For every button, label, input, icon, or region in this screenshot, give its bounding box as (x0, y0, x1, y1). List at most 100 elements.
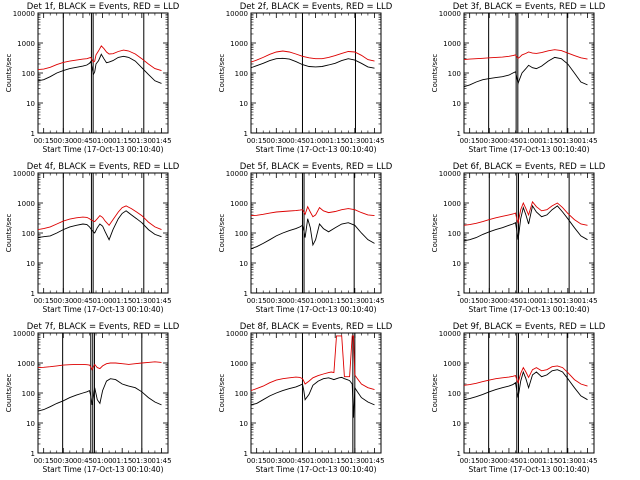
series-line-lld (464, 200, 588, 226)
chart-panel: Det 4f, BLACK = Events, RED = LLD 1 10 100 1… (5, 162, 180, 314)
x-tick-label: 01:00 (305, 137, 325, 145)
y-tick-label: 100 (22, 230, 35, 238)
x-tick-label: 01:45 (364, 457, 384, 465)
x-tick-label: 01:15 (112, 137, 132, 145)
series-line-lld (38, 205, 162, 231)
series-line-events (38, 210, 162, 241)
x-tick-label: 01:45 (577, 137, 597, 145)
x-tick-label: 00:45 (73, 297, 93, 305)
x-axis-label: Start Time (17-Oct-13 00:10:40) (42, 145, 163, 154)
y-tick-label: 10 (239, 100, 248, 108)
x-tick-label: 01:45 (151, 137, 171, 145)
series-line-lld (251, 50, 375, 63)
y-axis-label: Counts/sec (5, 374, 13, 413)
y-tick-label: 100 (22, 70, 35, 78)
x-tick-label: 01:00 (92, 137, 112, 145)
chart-panel: Det 7f, BLACK = Events, RED = LLD 1 10 100 1… (5, 322, 180, 474)
x-tick-label: 01:15 (325, 137, 345, 145)
y-tick-label: 10 (452, 420, 461, 428)
series-line-lld (251, 205, 375, 218)
y-tick-label: 10 (452, 100, 461, 108)
chart-panel: Det 9f, BLACK = Events, RED = LLD 1 10 100 1… (431, 322, 606, 474)
x-tick-label: 01:45 (577, 457, 597, 465)
series-line-events (251, 376, 375, 418)
chart-title: Det 2f, BLACK = Events, RED = LLD (240, 2, 393, 12)
x-tick-label: 00:45 (286, 297, 306, 305)
plot-frame (37, 332, 169, 454)
x-tick-label: 00:15 (460, 297, 480, 305)
x-tick-label: 01:00 (92, 297, 112, 305)
series-line-lld (251, 335, 375, 392)
x-tick-label: 00:30 (479, 457, 499, 465)
y-tick-label: 1 (244, 130, 248, 138)
x-axis-label: Start Time (17-Oct-13 00:10:40) (42, 305, 163, 314)
x-tick-label: 01:30 (558, 137, 578, 145)
x-tick-label: 01:30 (132, 297, 152, 305)
y-tick-label: 100 (235, 230, 248, 238)
x-tick-label: 00:30 (53, 137, 73, 145)
y-tick-label: 100 (448, 230, 461, 238)
y-tick-label: 10000 (13, 330, 35, 338)
plot-frame (463, 172, 595, 294)
x-tick-label: 00:45 (499, 457, 519, 465)
x-tick-label: 00:15 (247, 297, 267, 305)
x-tick-label: 01:15 (112, 297, 132, 305)
y-axis-label: Counts/sec (5, 214, 13, 253)
y-tick-label: 1000 (230, 40, 248, 48)
series-line-events (464, 369, 588, 401)
x-tick-label: 01:00 (305, 457, 325, 465)
y-tick-label: 1 (244, 450, 248, 458)
series-line-events (251, 218, 375, 250)
x-tick-label: 00:15 (460, 457, 480, 465)
y-tick-label: 10 (239, 420, 248, 428)
x-tick-label: 01:45 (577, 297, 597, 305)
series-line-events (251, 57, 375, 69)
x-tick-label: 00:30 (266, 457, 286, 465)
y-tick-label: 1000 (17, 360, 35, 368)
y-tick-label: 10000 (13, 10, 35, 18)
y-tick-label: 1 (31, 130, 35, 138)
y-tick-label: 100 (22, 390, 35, 398)
x-tick-label: 01:00 (518, 137, 538, 145)
y-tick-label: 10 (26, 260, 35, 268)
y-tick-label: 1 (457, 290, 461, 298)
y-tick-label: 1000 (443, 360, 461, 368)
x-tick-label: 00:30 (266, 297, 286, 305)
x-tick-label: 00:45 (286, 457, 306, 465)
x-tick-label: 00:15 (247, 457, 267, 465)
x-tick-label: 00:30 (53, 457, 73, 465)
x-tick-label: 00:45 (286, 137, 306, 145)
y-tick-label: 100 (448, 390, 461, 398)
y-tick-label: 1 (457, 130, 461, 138)
chart-title: Det 8f, BLACK = Events, RED = LLD (240, 322, 393, 332)
x-tick-label: 01:15 (538, 297, 558, 305)
x-tick-label: 01:15 (538, 137, 558, 145)
plot-frame (250, 12, 382, 134)
series-line-lld (38, 45, 162, 72)
y-tick-label: 10000 (439, 10, 461, 18)
x-tick-label: 01:00 (305, 297, 325, 305)
x-tick-label: 00:15 (247, 137, 267, 145)
x-tick-label: 01:30 (132, 457, 152, 465)
y-axis-label: Counts/sec (5, 54, 13, 93)
y-tick-label: 1000 (443, 200, 461, 208)
x-tick-label: 00:45 (73, 457, 93, 465)
y-tick-label: 100 (448, 70, 461, 78)
x-tick-label: 01:30 (558, 297, 578, 305)
series-line-events (464, 204, 588, 242)
y-tick-label: 10000 (226, 330, 248, 338)
series-line-lld (464, 365, 588, 387)
x-axis-label: Start Time (17-Oct-13 00:10:40) (468, 465, 589, 474)
x-tick-label: 01:15 (325, 297, 345, 305)
x-axis-label: Start Time (17-Oct-13 00:10:40) (255, 305, 376, 314)
x-tick-label: 01:45 (364, 137, 384, 145)
chart-panel: Det 8f, BLACK = Events, RED = LLD 1 10 100 1… (218, 322, 393, 474)
y-tick-label: 100 (235, 70, 248, 78)
y-tick-label: 1 (31, 290, 35, 298)
x-tick-label: 00:30 (53, 297, 73, 305)
x-tick-label: 01:00 (518, 297, 538, 305)
x-tick-label: 00:45 (73, 137, 93, 145)
y-tick-label: 1 (31, 450, 35, 458)
x-tick-label: 00:15 (34, 137, 54, 145)
y-axis-label: Counts/sec (431, 214, 439, 253)
